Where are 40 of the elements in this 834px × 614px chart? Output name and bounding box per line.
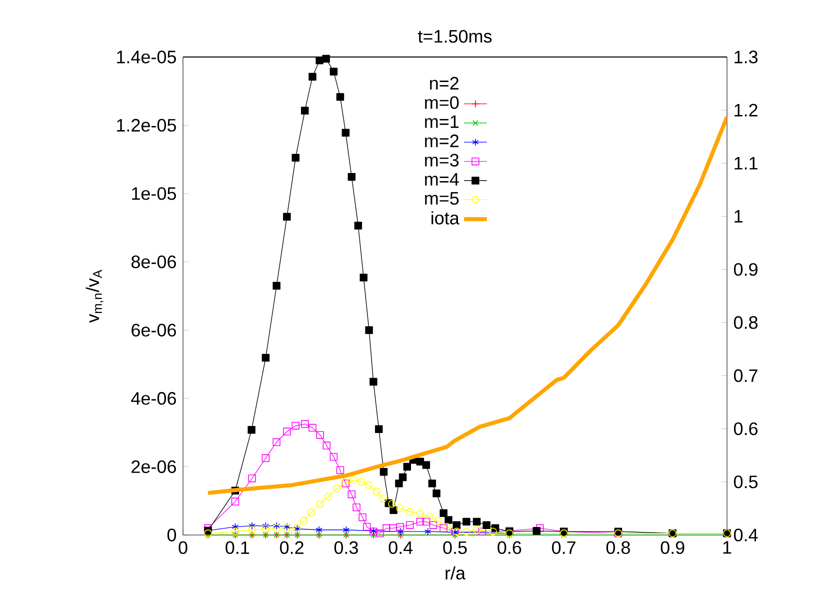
x-tick-label: 0.6: [498, 541, 522, 554]
legend-label: m=3: [425, 154, 459, 167]
y2-tick-label: 1.2: [734, 104, 758, 116]
y-tick-label: 0: [167, 528, 176, 542]
y-tick-label: 1.4e-05: [117, 50, 176, 64]
y2-tick-label: 0.6: [734, 422, 758, 436]
x-tick-label: 0.2: [280, 541, 304, 554]
y2-tick-label: 1.1: [734, 157, 758, 170]
chart-title: t=1.50ms: [418, 30, 492, 43]
x-tick-label: 0.8: [606, 541, 630, 554]
y-tick-label: 1.2e-05: [117, 118, 176, 132]
y2-tick-label: 0.7: [734, 369, 758, 382]
y2-tick-label: 1: [734, 210, 742, 223]
y-tick-label: 2e-06: [132, 460, 176, 474]
legend-label: m=1: [425, 115, 459, 128]
x-tick-label: 1: [723, 541, 732, 554]
y2-tick-label: 0.9: [734, 263, 758, 276]
x-tick-label: 0.5: [443, 541, 467, 554]
y-tick-label: 8e-06: [131, 255, 176, 268]
x-tick-label: 0.9: [660, 541, 684, 554]
y2-tick-label: 0.4: [734, 528, 758, 542]
legend-title: n=2: [430, 76, 458, 90]
y2-tick-label: 0.8: [734, 316, 758, 329]
y-tick-label: 6e-06: [132, 324, 176, 337]
y2-tick-label: 1.3: [734, 50, 758, 64]
y-tick-label: 4e-06: [131, 392, 176, 405]
y-axis-title: v$_{m,n}$/v$_{A}$: [86, 270, 104, 323]
legend-label: iota: [432, 211, 460, 224]
x-tick-label: 0.3: [334, 541, 358, 554]
x-tick-label: 0.7: [552, 541, 576, 554]
legend-label: m=4: [425, 173, 459, 186]
x-tick-label: 0.1: [226, 541, 250, 554]
x-tick-label: 0.4: [388, 541, 413, 554]
legend-label: m=2: [425, 134, 458, 148]
x-axis-title: r/a: [446, 566, 466, 580]
x-tick-label: 0: [178, 541, 188, 554]
y-tick-label: 1e-05: [132, 187, 176, 200]
y2-tick-label: 0.5: [734, 476, 758, 488]
legend-label: m=5: [425, 192, 459, 205]
legend-label: m=0: [425, 96, 459, 109]
